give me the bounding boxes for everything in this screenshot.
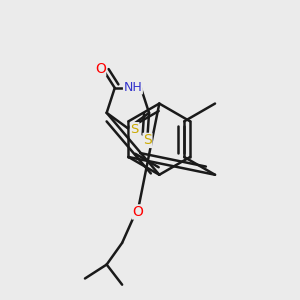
Text: O: O bbox=[95, 62, 106, 76]
Text: S: S bbox=[130, 123, 139, 136]
Text: O: O bbox=[132, 205, 143, 219]
Text: NH: NH bbox=[124, 81, 142, 94]
Text: S: S bbox=[143, 134, 152, 147]
